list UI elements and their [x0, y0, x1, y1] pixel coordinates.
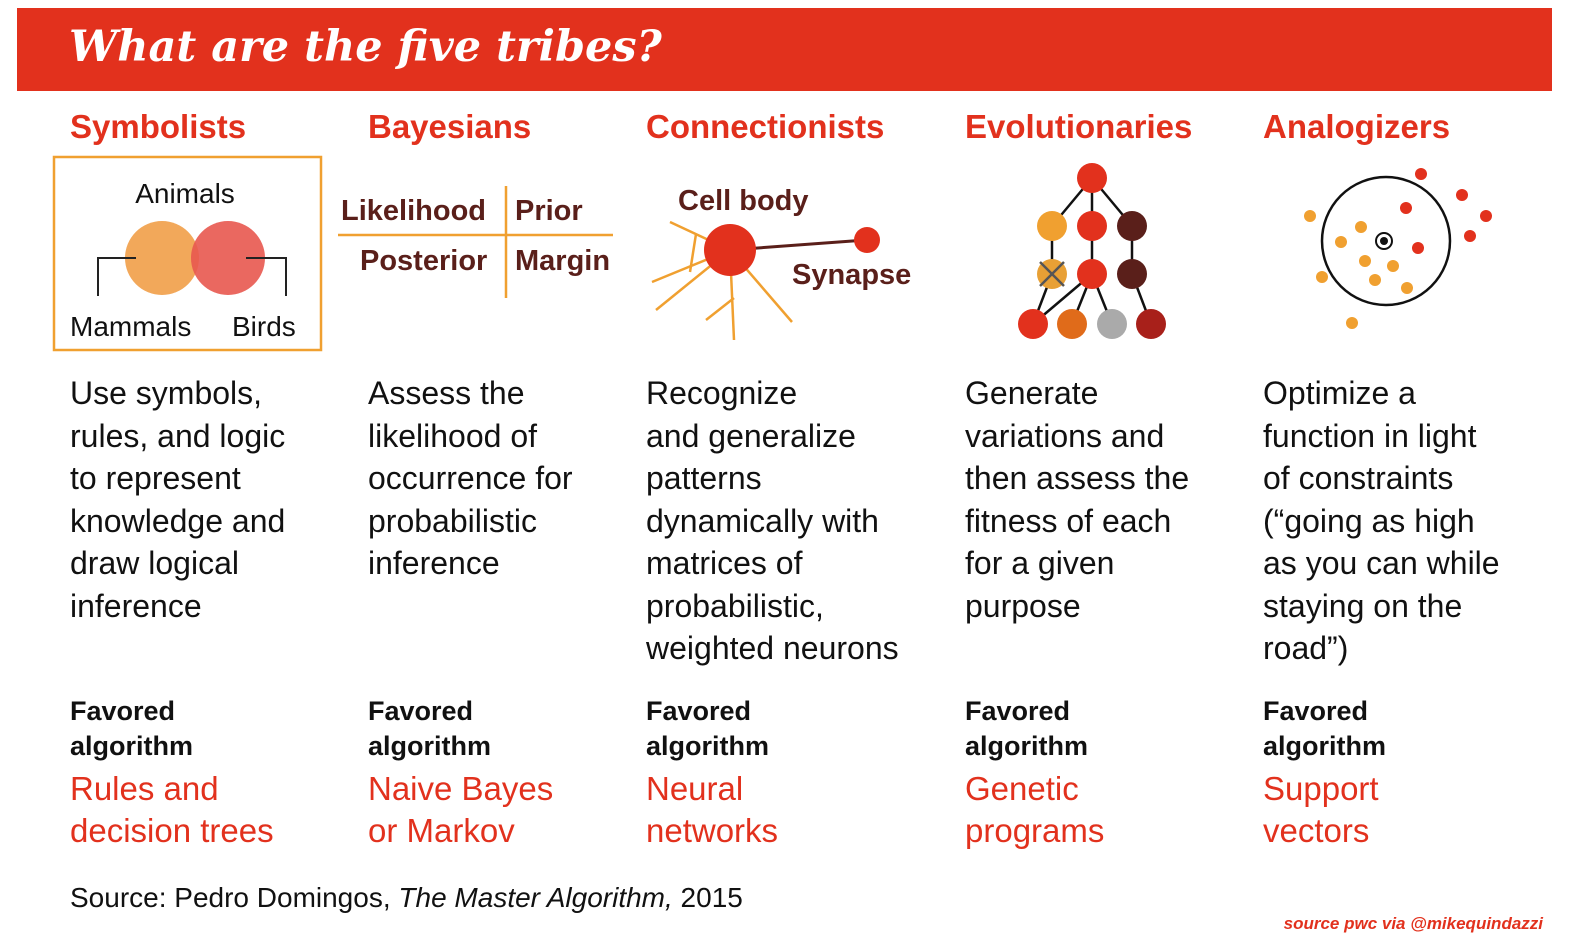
tree-node [1077, 211, 1107, 241]
tribe-name: Symbolists [70, 108, 247, 145]
genetic-tree-illustration [1018, 163, 1166, 339]
tribe-description: Generate variations and then assess the … [965, 375, 1190, 624]
tribe-description: Assess the likelihood of occurrence for … [368, 375, 573, 581]
favored-algorithm: Naive Bayes or Markov [368, 770, 554, 849]
cell-body-node [704, 224, 756, 276]
tree-node [1077, 163, 1107, 193]
birds-label: Birds [232, 311, 296, 342]
tree-edges [1031, 177, 1153, 325]
favored-algorithm: Support vectors [1263, 770, 1379, 849]
tree-node [1077, 259, 1107, 289]
tribe-column-evolutionaries: Evolutionaries Genera [965, 0, 1235, 880]
favored-algorithm-label: Favored algorithm [368, 696, 492, 761]
title-banner: What are the five tribes? [17, 8, 1552, 91]
page-title: What are the five tribes? [69, 22, 662, 72]
tribe-name: Evolutionaries [965, 108, 1193, 145]
likelihood-label: Likelihood [341, 195, 486, 227]
margin-boundary [1320, 175, 1452, 307]
favored-algorithm-label: Favored algorithm [965, 696, 1089, 761]
favored-algorithm-label: Favored algorithm [1263, 696, 1387, 761]
tree-node [1136, 309, 1166, 339]
red-points [1400, 168, 1492, 254]
tribe-column-bayesians: Bayesians Likelihood Prior Posterior Mar… [338, 0, 628, 880]
margin-label: Margin [515, 245, 610, 277]
tree-node [1097, 309, 1127, 339]
tribe-column-connectionists: Connectionists Cell body Synapse Recogni… [646, 0, 936, 880]
tribe-name: Bayesians [368, 108, 532, 145]
tribe-description: Use symbols, rules, and logic to represe… [70, 375, 286, 624]
synapse-node [854, 227, 880, 253]
tree-node [1018, 309, 1048, 339]
tree-node [1037, 211, 1067, 241]
support-vector-illustration [1304, 168, 1492, 329]
tree-node [1117, 211, 1147, 241]
tribe-column-symbolists: Symbolists Animals Mammals Birds Use sym… [52, 0, 340, 880]
favored-algorithm: Neural networks [646, 770, 779, 849]
birds-pointer [246, 257, 287, 296]
tree-node [1057, 309, 1087, 339]
illustration-frame [52, 155, 323, 352]
tree-node [1117, 259, 1147, 289]
tribe-column-analogizers: Analogizers Optimize a function in light [1263, 0, 1543, 880]
animals-label: Animals [135, 178, 235, 209]
mammals-circle [125, 221, 199, 295]
tribe-description: Optimize a function in light of constrai… [1263, 375, 1500, 666]
eliminated-cross-icon [1039, 261, 1065, 287]
favored-algorithm: Genetic programs [965, 770, 1105, 849]
mammals-label: Mammals [70, 311, 191, 342]
credit-line: source pwc via @mikequindazzi [1283, 914, 1543, 933]
center-point [1375, 232, 1393, 250]
mammals-pointer [97, 257, 136, 296]
favored-algorithm-label: Favored algorithm [646, 696, 770, 761]
bayes-grid-illustration: Likelihood Prior Posterior Margin [338, 186, 613, 298]
synapse-label: Synapse [792, 259, 911, 291]
orange-points [1304, 210, 1413, 329]
venn-diagram-illustration: Animals Mammals Birds [52, 155, 323, 352]
tribe-description: Recognize and generalize patterns dynami… [646, 375, 899, 666]
source-citation: Source: Pedro Domingos, The Master Algor… [70, 882, 743, 913]
posterior-label: Posterior [360, 245, 487, 277]
favored-algorithm: Rules and decision trees [70, 770, 274, 849]
cell-body-label: Cell body [678, 185, 809, 217]
favored-algorithm-label: Favored algorithm [70, 696, 194, 761]
center-point-dot [1380, 237, 1388, 245]
tribe-name: Connectionists [646, 108, 885, 145]
birds-circle [191, 221, 265, 295]
prior-label: Prior [515, 195, 583, 227]
neuron-illustration: Cell body Synapse [651, 185, 911, 341]
tribe-name: Analogizers [1263, 108, 1451, 145]
